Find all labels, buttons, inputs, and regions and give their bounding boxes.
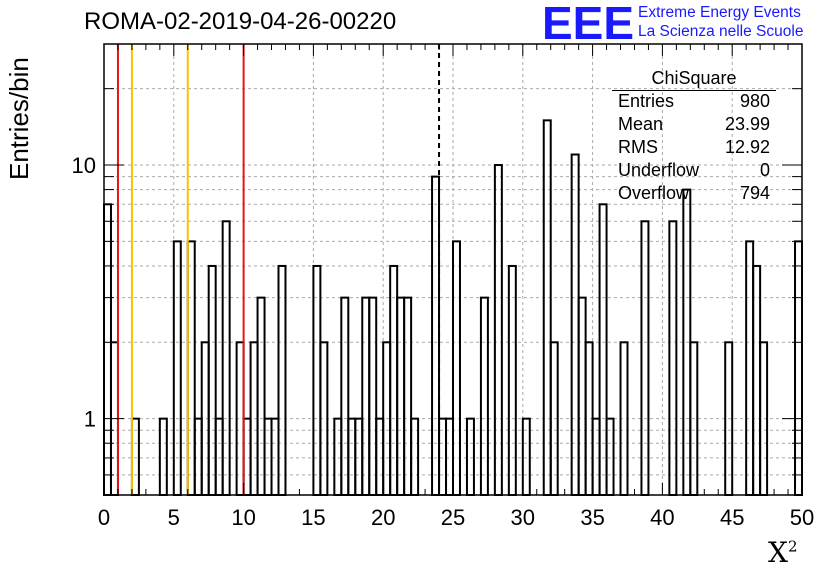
x-axis-label-superscript: 2: [787, 537, 798, 556]
histogram-bin: [256, 296, 266, 496]
x-tick-label: 45: [720, 505, 744, 530]
stats-value: 980: [739, 91, 770, 111]
histogram-bin: [361, 296, 371, 496]
stats-row-underflow: Underflow 0: [612, 160, 776, 183]
histogram-bin: [745, 240, 755, 496]
stats-title: ChiSquare: [612, 68, 776, 91]
x-tick-label: 50: [790, 505, 814, 530]
stats-label: Mean: [618, 114, 664, 134]
x-tick-label: 10: [231, 505, 255, 530]
histogram-bin: [389, 264, 399, 496]
histogram-bin: [186, 240, 196, 496]
histogram-bin: [577, 296, 587, 496]
x-tick-label: 30: [511, 505, 535, 530]
histogram-bin: [396, 296, 406, 496]
x-axis-label-symbol: X: [768, 536, 788, 569]
histogram-bin: [172, 240, 182, 496]
histogram-bin: [598, 203, 608, 497]
histogram-bin: [340, 296, 350, 496]
histogram-bin: [207, 264, 217, 496]
stats-label: RMS: [618, 137, 658, 157]
histogram-bin: [368, 296, 378, 496]
stats-value: 0: [759, 160, 770, 180]
histogram-bin: [312, 264, 322, 496]
stats-value: 794: [739, 183, 770, 203]
histogram-bin: [431, 175, 441, 496]
x-axis-label: X2: [768, 536, 797, 569]
histogram-bin: [221, 220, 231, 496]
y-tick-label: 1: [84, 407, 96, 432]
eee-logo: EEE: [542, 2, 634, 42]
histogram-bin: [752, 264, 762, 496]
brand-line-1: Extreme Energy Events: [638, 4, 801, 21]
histogram-bin: [479, 296, 489, 496]
stats-label: Entries: [618, 91, 675, 111]
histogram-bin: [640, 220, 650, 496]
chart-title: ROMA-02-2019-04-26-00220: [84, 8, 397, 35]
stats-value: 12.92: [724, 137, 770, 157]
stats-row-entries: Entries 980: [612, 91, 776, 114]
y-tick-label: 10: [72, 153, 96, 178]
stats-row-overflow: Overflow 794: [612, 183, 776, 206]
logo-text: EEE: [542, 2, 634, 42]
histogram-bin: [403, 296, 413, 496]
brand-line-2: La Scienza nelle Scuole: [638, 23, 804, 40]
stats-value: 23.99: [724, 114, 770, 134]
histogram-bin: [103, 203, 112, 497]
histogram-bin: [493, 164, 503, 496]
histogram-bin: [507, 264, 517, 496]
histogram-bin: [794, 240, 804, 496]
stats-label: Underflow: [618, 160, 700, 180]
x-tick-label: 35: [580, 505, 604, 530]
stats-label: Overflow: [618, 183, 690, 203]
y-axis-label: Entries/bin: [4, 57, 34, 180]
histogram-bin: [452, 240, 461, 496]
stats-box: ChiSquare Entries 980 Mean 23.99 RMS 12.…: [612, 68, 776, 206]
histogram-bin: [277, 264, 287, 496]
x-tick-label: 15: [301, 505, 325, 530]
x-tick-label: 0: [98, 505, 110, 530]
x-tick-label: 5: [168, 505, 180, 530]
stats-row-rms: RMS 12.92: [612, 137, 776, 160]
x-tick-label: 25: [441, 505, 465, 530]
histogram-bin: [570, 153, 580, 496]
x-tick-label: 40: [650, 505, 674, 530]
x-tick-label: 20: [371, 505, 395, 530]
histogram-bin: [668, 220, 678, 496]
stats-row-mean: Mean 23.99: [612, 114, 776, 137]
